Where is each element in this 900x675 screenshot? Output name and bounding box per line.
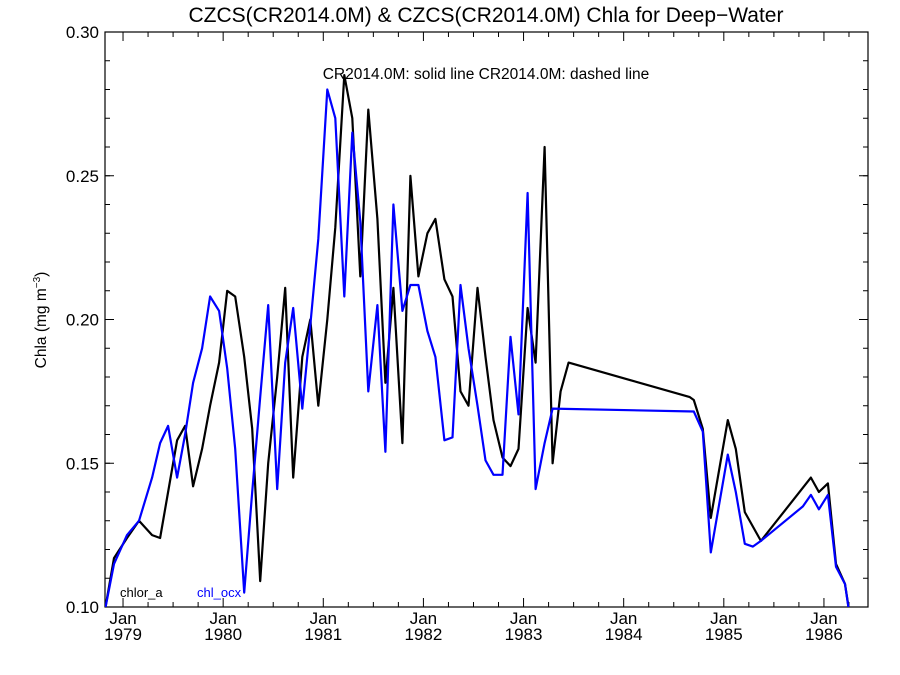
x-tick-label-year: 1979 xyxy=(104,625,142,644)
x-tick-label-month: Jan xyxy=(610,609,637,628)
x-tick-label-month: Jan xyxy=(810,609,837,628)
x-tick-label-year: 1985 xyxy=(705,625,743,644)
x-tick-label-year: 1980 xyxy=(204,625,242,644)
x-tick-label-year: 1984 xyxy=(605,625,643,644)
y-tick-label: 0.30 xyxy=(66,23,99,42)
x-tick-label-year: 1983 xyxy=(505,625,543,644)
x-tick-label-month: Jan xyxy=(510,609,537,628)
x-tick-label-year: 1982 xyxy=(405,625,443,644)
x-tick-label-month: Jan xyxy=(710,609,737,628)
axis-tick-labels: 0.100.150.200.250.30Jan1979Jan1980Jan198… xyxy=(66,23,843,644)
y-tick-label: 0.10 xyxy=(66,598,99,617)
y-tick-label: 0.15 xyxy=(66,454,99,473)
series-line-chl-ocx xyxy=(105,88,850,607)
y-tick-label: 0.20 xyxy=(66,311,99,330)
line-style-annotation: CR2014.0M: solid line CR2014.0M: dashed … xyxy=(323,66,650,83)
axis-ticks xyxy=(105,31,868,608)
chart-title: CZCS(CR2014.0M) & CZCS(CR2014.0M) Chla f… xyxy=(189,4,784,27)
x-tick-label-month: Jan xyxy=(109,609,136,628)
x-tick-label-year: 1981 xyxy=(304,625,342,644)
y-tick-label: 0.25 xyxy=(66,167,99,186)
y-axis-label: Chla (mg m−3) xyxy=(32,272,50,369)
x-tick-label-month: Jan xyxy=(310,609,337,628)
legend-label-chl-ocx: chl_ocx xyxy=(197,585,242,600)
x-tick-label-year: 1986 xyxy=(805,625,843,644)
y-axis-label-close: ) xyxy=(33,272,50,277)
y-axis-label-main: Chla (mg m xyxy=(33,288,50,368)
x-tick-label-month: Jan xyxy=(410,609,437,628)
y-axis-label-exponent: −3 xyxy=(32,276,43,288)
x-tick-label-month: Jan xyxy=(209,609,236,628)
legend-label-chlor-a: chlor_a xyxy=(120,585,163,600)
series-lines xyxy=(105,74,850,607)
series-line-chlor-a xyxy=(105,74,850,607)
